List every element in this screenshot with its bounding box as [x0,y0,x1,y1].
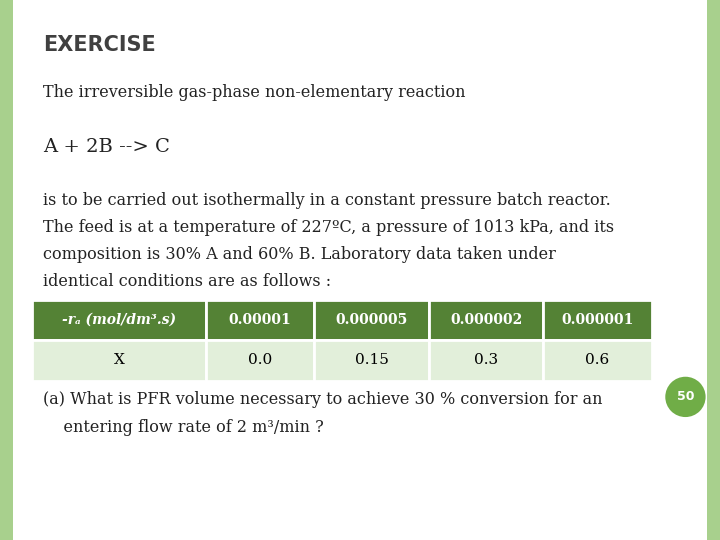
Text: composition is 30% A and 60% B. Laboratory data taken under: composition is 30% A and 60% B. Laborato… [43,246,556,262]
Text: -rₐ (mol/dm³.s): -rₐ (mol/dm³.s) [62,313,176,327]
Bar [32,340,206,381]
Text: is to be carried out isothermally in a constant pressure batch reactor.: is to be carried out isothermally in a c… [43,192,611,208]
Text: 0.3: 0.3 [474,354,498,367]
Bar [707,0,720,540]
Text: The feed is at a temperature of 227ºC, a pressure of 1013 kPa, and its: The feed is at a temperature of 227ºC, a… [43,219,614,235]
Text: entering flow rate of 2 m³/min ?: entering flow rate of 2 m³/min ? [43,418,324,435]
Text: 0.000005: 0.000005 [336,313,408,327]
Bar [206,300,314,340]
Text: 0.6: 0.6 [585,354,610,367]
Bar [0,0,13,540]
Text: 0.0: 0.0 [248,354,272,367]
Text: The irreversible gas-phase non-elementary reaction: The irreversible gas-phase non-elementar… [43,84,466,100]
Text: 0.00001: 0.00001 [229,313,292,327]
Text: (a) What is PFR volume necessary to achieve 30 % conversion for an: (a) What is PFR volume necessary to achi… [43,392,603,408]
Bar [32,300,206,340]
Text: EXERCISE: EXERCISE [43,35,156,55]
Bar [314,340,429,381]
Text: 0.000001: 0.000001 [562,313,634,327]
Text: A + 2B --> C: A + 2B --> C [43,138,170,156]
Text: 50: 50 [677,390,694,403]
Ellipse shape [665,377,706,417]
Bar [429,300,544,340]
Bar [429,340,544,381]
Text: identical conditions are as follows :: identical conditions are as follows : [43,273,331,289]
Bar [544,340,652,381]
Text: 0.15: 0.15 [354,354,388,367]
Bar [314,300,429,340]
Text: 0.000002: 0.000002 [450,313,522,327]
Bar [544,300,652,340]
Bar [206,340,314,381]
Text: X: X [114,354,125,367]
